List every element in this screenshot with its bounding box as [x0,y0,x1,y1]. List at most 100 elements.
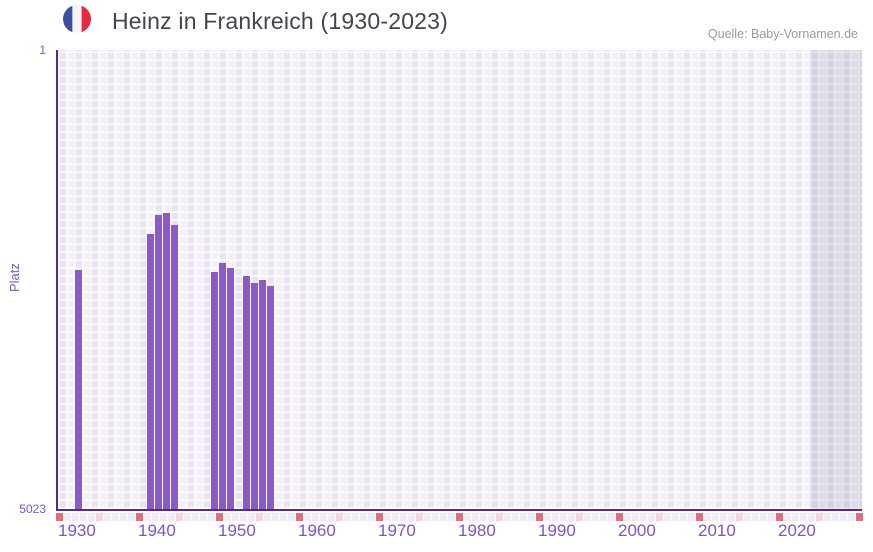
bar-1952[interactable] [250,283,258,509]
year-tick [784,513,791,521]
year-tick [120,513,127,521]
year-tick [704,513,711,521]
year-tick [320,513,327,521]
source-link[interactable]: Quelle: Baby-Vornamen.de [707,27,858,41]
bar-1940[interactable] [154,215,162,509]
year-tick [544,513,551,521]
year-tick [848,513,855,521]
year-tick [88,513,95,521]
x-axis-label-2020: 2020 [778,521,816,540]
bar-1954[interactable] [266,286,274,509]
bar-1939[interactable] [146,234,154,509]
bar-1947[interactable] [210,272,218,509]
decade-tick [696,513,703,521]
year-tick [640,513,647,521]
year-tick [72,513,79,521]
year-tick [64,513,71,521]
year-tick [248,513,255,521]
decade-tick [56,513,63,521]
year-tick [712,513,719,521]
x-axis-label-1930: 1930 [58,521,96,540]
decade-tick [216,513,223,521]
x-axis-label-1980: 1980 [458,521,496,540]
year-tick [152,513,159,521]
year-tick [648,513,655,521]
year-tick [408,513,415,521]
year-tick [208,513,215,521]
year-tick [240,513,247,521]
year-tick [800,513,807,521]
year-tick [592,513,599,521]
half-decade-tick [656,513,663,521]
year-tick [752,513,759,521]
year-tick [688,513,695,521]
year-tick [272,513,279,521]
year-tick [488,513,495,521]
year-tick [720,513,727,521]
decade-tick [296,513,303,521]
year-tick [128,513,135,521]
year-tick [472,513,479,521]
year-tick [568,513,575,521]
year-tick [792,513,799,521]
year-tick [392,513,399,521]
y-axis-title: Platz [7,263,22,292]
year-tick [584,513,591,521]
tick-strip [56,513,864,521]
year-tick [280,513,287,521]
x-axis-label-1990: 1990 [538,521,576,540]
year-tick [384,513,391,521]
year-tick [560,513,567,521]
decade-tick [456,513,463,521]
year-tick [224,513,231,521]
year-tick [680,513,687,521]
year-tick [168,513,175,521]
year-tick [104,513,111,521]
year-tick [432,513,439,521]
flag-white-stripe [72,5,82,33]
year-tick [200,513,207,521]
y-axis-bottom-tick: 5023 [19,502,46,516]
x-axis-label-2000: 2000 [618,521,656,540]
x-axis-label-2010: 2010 [698,521,736,540]
x-axis-label-1940: 1940 [138,521,176,540]
future-years-band [810,50,862,509]
year-tick [832,513,839,521]
bar-1948[interactable] [218,263,226,509]
year-tick [344,513,351,521]
bar-1951[interactable] [242,276,250,509]
year-tick [192,513,199,521]
bar-1949[interactable] [226,268,234,509]
year-tick [840,513,847,521]
bar-1930[interactable] [74,270,82,509]
decade-tick [136,513,143,521]
half-decade-tick [96,513,103,521]
bar-1942[interactable] [170,225,178,509]
half-decade-tick [256,513,263,521]
year-tick [112,513,119,521]
year-tick [808,513,815,521]
y-axis-top-tick: 1 [39,43,46,57]
year-tick [80,513,87,521]
bar-1941[interactable] [162,213,170,509]
year-tick [328,513,335,521]
year-tick [232,513,239,521]
half-decade-tick [736,513,743,521]
x-axis-label-1950: 1950 [218,521,256,540]
half-decade-tick [176,513,183,521]
flag-blue-stripe [63,5,73,33]
year-tick [608,513,615,521]
year-tick [464,513,471,521]
plot-area [56,50,862,511]
x-axis-label-1970: 1970 [378,521,416,540]
page-title: Heinz in Frankreich (1930-2023) [112,8,449,34]
year-tick [360,513,367,521]
year-tick [768,513,775,521]
bar-1953[interactable] [258,280,266,509]
decade-tick [776,513,783,521]
year-tick [528,513,535,521]
year-tick [552,513,559,521]
x-axis-label-1960: 1960 [298,521,336,540]
year-tick [480,513,487,521]
